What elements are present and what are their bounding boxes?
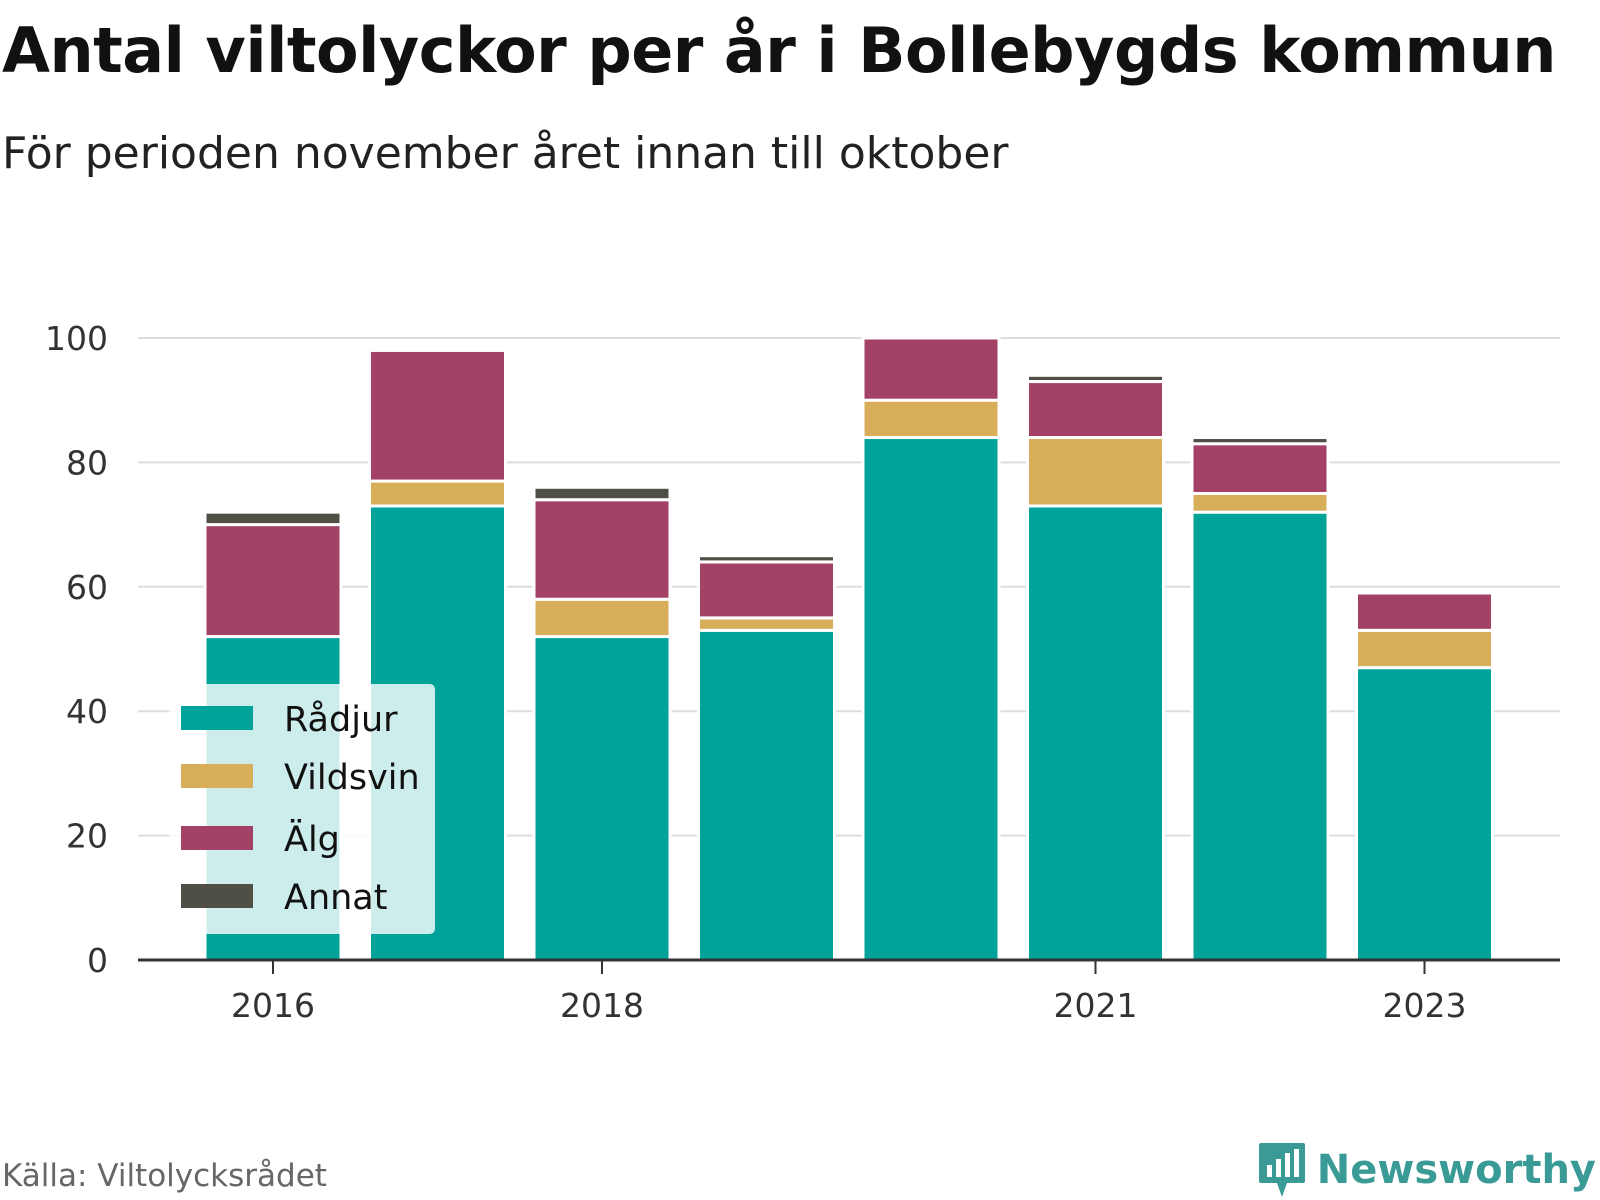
y-tick-label: 100: [45, 319, 108, 358]
y-tick-label: 40: [66, 692, 108, 731]
brand: Newsworthy: [1257, 1140, 1596, 1200]
bar-2019-Älg: [697, 560, 836, 620]
legend-label: Älg: [284, 818, 340, 860]
bar-2021-Rådjur: [1026, 504, 1165, 962]
bar-2019-Rådjur: [697, 628, 836, 962]
bar-2023-Älg: [1355, 591, 1494, 632]
bar-2023-Vildsvin: [1355, 628, 1494, 670]
newsworthy-logo-icon: [1258, 1143, 1305, 1197]
legend-swatch-Rådjur: [181, 706, 253, 730]
bar-2016-Älg: [203, 523, 343, 639]
bar-2018-Annat: [532, 485, 672, 502]
legend-label: Annat: [284, 878, 387, 918]
legend-label: Vildsvin: [284, 758, 420, 798]
y-tick-label: 60: [66, 568, 108, 607]
bar-2020-Älg: [861, 336, 1001, 402]
bar-2021-Älg: [1026, 380, 1165, 440]
bar-2021-Annat: [1026, 373, 1165, 384]
bar-2022-Vildsvin: [1190, 492, 1330, 514]
bar-2020-Vildsvin: [861, 398, 1001, 440]
chart-title: Antal viltolyckor per år i Bollebygds ko…: [2, 14, 1556, 87]
bar-2016-Annat: [203, 510, 343, 527]
x-tick-label: 2018: [560, 986, 644, 1025]
x-tick-label: 2021: [1054, 986, 1138, 1025]
y-tick-label: 0: [87, 941, 108, 980]
bar-2021-Vildsvin: [1026, 436, 1165, 508]
legend: Rådjur Vildsvin Älg Annat: [169, 684, 435, 934]
bar-2019-Vildsvin: [697, 616, 836, 632]
legend-swatch-Vildsvin: [181, 764, 253, 788]
bar-2018-Vildsvin: [532, 597, 672, 639]
legend-label: Rådjur: [284, 699, 398, 740]
bar-2017-Älg: [368, 348, 507, 483]
legend-swatch-Älg: [181, 826, 253, 850]
x-tick-label: 2016: [231, 986, 315, 1025]
bar-2019-Annat: [697, 554, 836, 564]
bar-2023-Rådjur: [1355, 666, 1494, 962]
bar-2022-Rådjur: [1190, 510, 1330, 962]
bar-2022-Annat: [1190, 436, 1330, 446]
chart-subtitle: För perioden november året innan till ok…: [2, 128, 1009, 179]
legend-swatch-Annat: [181, 884, 253, 908]
bar-2020-Rådjur: [861, 436, 1001, 962]
x-tick-label: 2023: [1383, 986, 1467, 1025]
axes: 0 20 40 60 80 100 2016 2018 2021 2023: [45, 319, 1560, 1025]
source-note: Källa: Viltolycksrådet: [2, 1158, 327, 1194]
legend-background: [169, 684, 435, 934]
y-tick-label: 80: [66, 443, 108, 482]
bar-2017-Vildsvin: [368, 479, 507, 508]
y-tick-label: 20: [66, 817, 108, 856]
bar-2022-Älg: [1190, 442, 1330, 495]
bar-2018-Älg: [532, 498, 672, 601]
bar-2018-Rådjur: [532, 635, 672, 962]
brand-name: Newsworthy: [1316, 1147, 1596, 1193]
